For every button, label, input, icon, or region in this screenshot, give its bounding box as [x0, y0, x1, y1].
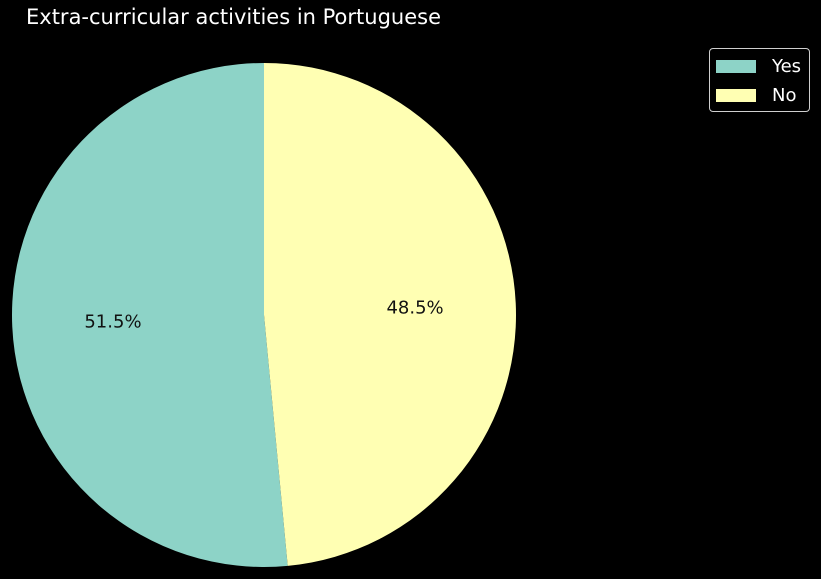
pie-slice-no	[264, 63, 517, 566]
legend: Yes No	[709, 48, 810, 112]
legend-item-no: No	[716, 84, 797, 106]
pie-value-label-yes: 51.5%	[84, 312, 141, 333]
pie-value-label-no: 48.5%	[386, 297, 443, 318]
legend-label-yes: Yes	[772, 55, 802, 77]
legend-swatch-yes	[716, 59, 756, 73]
legend-swatch-no	[716, 88, 756, 102]
pie-slice-yes	[12, 63, 288, 567]
legend-label-no: No	[772, 84, 797, 106]
pie-value-labels: 51.5% 48.5%	[84, 297, 443, 332]
legend-item-yes: Yes	[716, 55, 802, 77]
pie-slices	[12, 63, 517, 567]
chart-title: Extra-curricular activities in Portugues…	[26, 5, 441, 29]
